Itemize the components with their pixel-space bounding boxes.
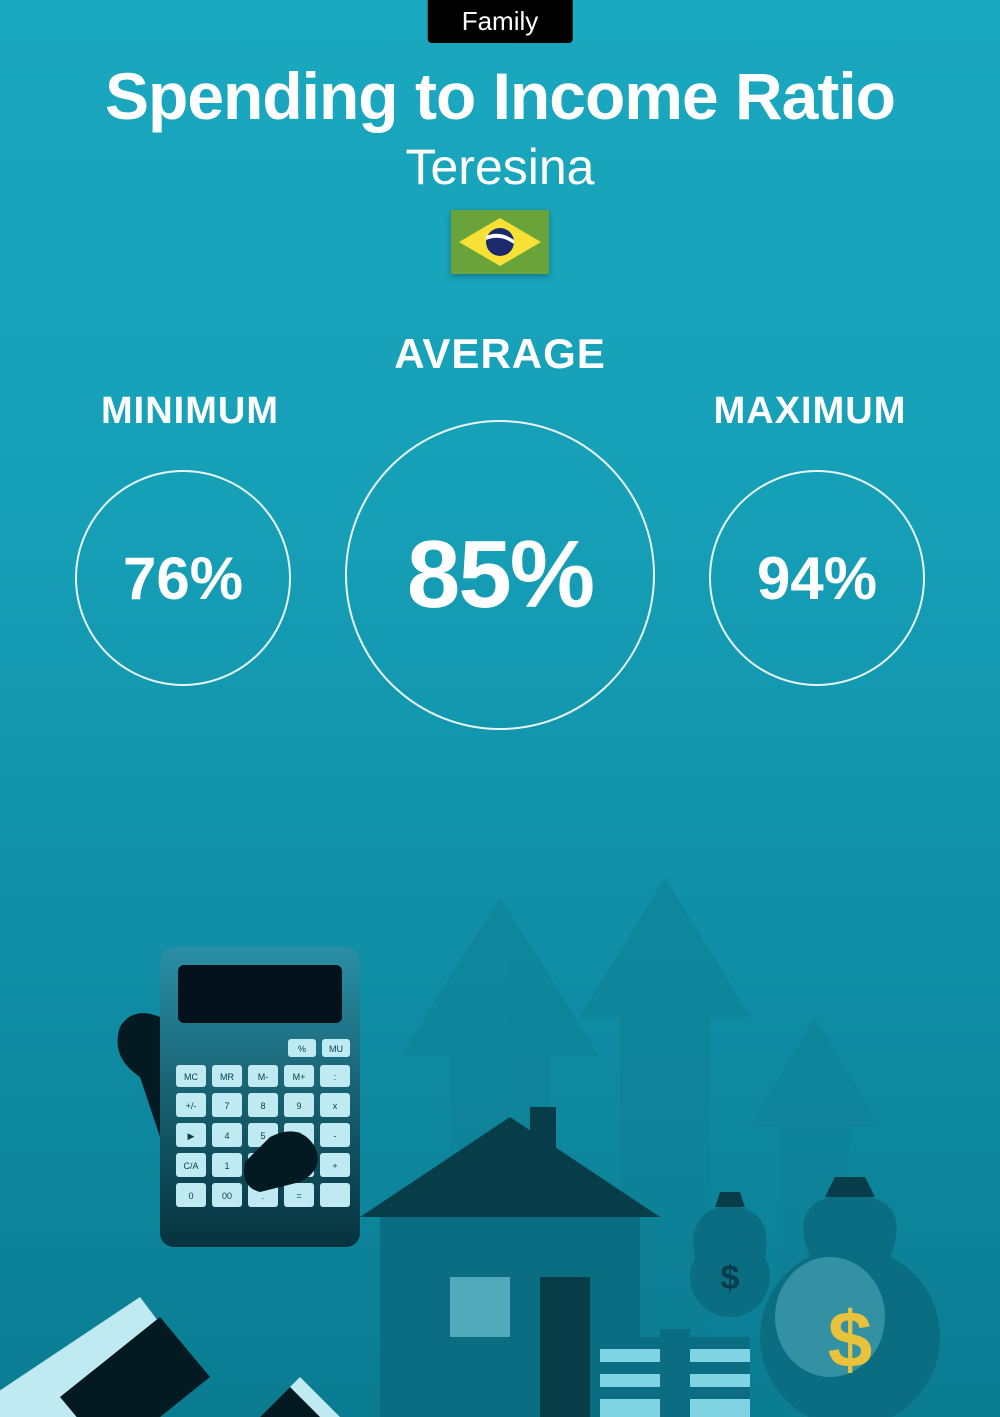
svg-text:MC: MC — [184, 1072, 198, 1082]
svg-text:00: 00 — [222, 1191, 232, 1201]
minimum-value: 76% — [123, 544, 243, 613]
svg-text::: : — [334, 1072, 337, 1082]
svg-text:9: 9 — [296, 1101, 301, 1111]
svg-text:%: % — [298, 1044, 306, 1054]
svg-text:MR: MR — [220, 1072, 234, 1082]
svg-text:0: 0 — [188, 1191, 193, 1201]
svg-text:M+: M+ — [293, 1072, 306, 1082]
svg-text:8: 8 — [260, 1101, 265, 1111]
svg-text:▶: ▶ — [188, 1131, 195, 1141]
svg-text:+/-: +/- — [186, 1101, 197, 1111]
category-badge-label: Family — [462, 6, 539, 36]
minimum-circle: 76% — [75, 470, 291, 686]
maximum-value: 94% — [757, 544, 877, 613]
average-value: 85% — [407, 520, 593, 630]
minimum-label: MINIMUM — [60, 390, 320, 433]
svg-text:1: 1 — [224, 1161, 229, 1171]
average-circle: 85% — [345, 420, 655, 730]
svg-text:M-: M- — [258, 1072, 269, 1082]
svg-text:x: x — [333, 1101, 338, 1111]
svg-text:+: + — [332, 1161, 337, 1171]
svg-text:-: - — [334, 1131, 337, 1141]
maximum-label: MAXIMUM — [680, 390, 940, 433]
page-title: Spending to Income Ratio — [0, 58, 1000, 134]
svg-text:=: = — [296, 1191, 301, 1201]
svg-text:C/A: C/A — [183, 1161, 198, 1171]
svg-text:4: 4 — [224, 1131, 229, 1141]
svg-text:$: $ — [828, 1295, 873, 1384]
category-badge: Family — [428, 0, 573, 43]
average-label: AVERAGE — [0, 330, 1000, 378]
svg-text:7: 7 — [224, 1101, 229, 1111]
page-subtitle: Teresina — [0, 138, 1000, 196]
maximum-circle: 94% — [709, 470, 925, 686]
svg-text:MU: MU — [329, 1044, 343, 1054]
svg-text:$: $ — [721, 1259, 740, 1297]
flag-icon — [451, 210, 549, 274]
svg-text:5: 5 — [260, 1131, 265, 1141]
svg-text:.: . — [262, 1191, 265, 1201]
bottom-illustration: $ $ — [0, 777, 1000, 1417]
